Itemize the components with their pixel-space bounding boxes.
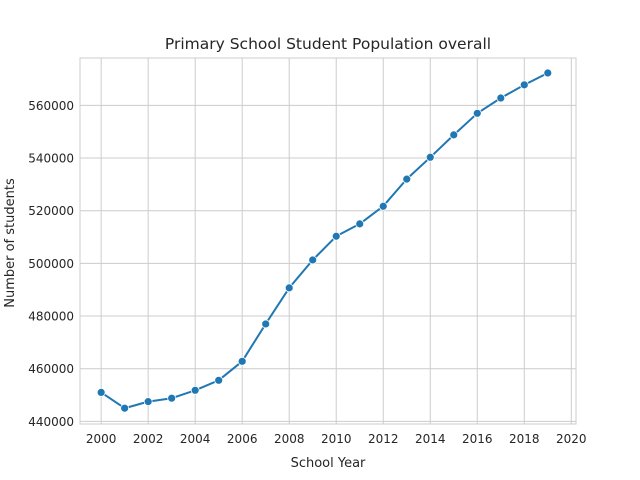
- y-tick-labels: 440000 460000 480000 500000 520000 540000 5600…: [28, 99, 74, 429]
- x-tick-labels: 2000 2002 2004 2006 2008 2010 2012 2014 2016 2018…: [86, 432, 587, 446]
- grid-lines: [80, 58, 576, 424]
- x-tick-label: 2016: [462, 432, 493, 446]
- x-tick-label: 2000: [86, 432, 117, 446]
- x-tick-label: 2020: [556, 432, 587, 446]
- data-point: [143, 397, 153, 407]
- y-tick-label: 520000: [28, 204, 74, 218]
- y-tick-label: 540000: [28, 152, 74, 166]
- y-tick-label: 460000: [28, 362, 74, 376]
- data-point: [543, 68, 553, 78]
- data-point: [402, 174, 412, 184]
- data-point: [519, 80, 529, 90]
- data-point: [284, 283, 294, 293]
- data-point: [355, 219, 365, 229]
- data-point: [425, 152, 435, 162]
- plot-frame: [79, 57, 577, 425]
- x-tick-label: 2002: [133, 432, 164, 446]
- series-layer: [96, 68, 553, 413]
- data-point: [214, 375, 224, 385]
- data-point: [237, 356, 247, 366]
- data-point: [308, 255, 318, 265]
- y-tick-label: 440000: [28, 415, 74, 429]
- data-point: [120, 403, 130, 413]
- x-axis-label: School Year: [291, 456, 366, 471]
- data-point: [331, 231, 341, 241]
- data-point: [96, 388, 106, 397]
- y-axis-label: Number of students: [3, 178, 18, 308]
- x-tick-label: 2008: [274, 432, 305, 446]
- chart-title: Primary School Student Population overal…: [165, 35, 491, 53]
- data-point: [378, 201, 388, 211]
- x-tick-label: 2004: [180, 432, 211, 446]
- y-tick-label: 480000: [28, 310, 74, 324]
- series-line: [100, 72, 549, 410]
- x-tick-label: 2018: [509, 432, 540, 446]
- data-point: [496, 93, 506, 103]
- data-point: [449, 130, 459, 140]
- data-point: [167, 393, 177, 403]
- data-point: [261, 319, 271, 329]
- data-point: [190, 385, 200, 395]
- x-tick-label: 2012: [368, 432, 399, 446]
- y-tick-label: 500000: [28, 257, 74, 271]
- x-tick-label: 2014: [415, 432, 446, 446]
- data-point: [472, 108, 482, 118]
- x-tick-label: 2006: [227, 432, 258, 446]
- x-tick-label: 2010: [321, 432, 352, 446]
- y-tick-label: 560000: [28, 99, 74, 113]
